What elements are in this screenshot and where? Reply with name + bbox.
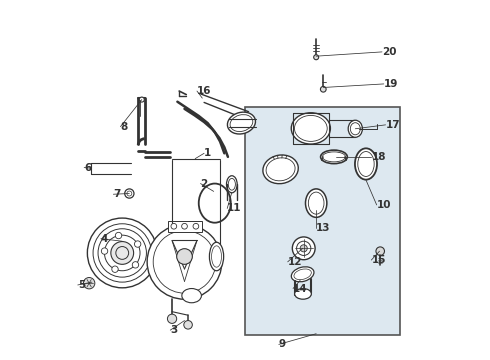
Text: 3: 3: [171, 325, 177, 335]
Ellipse shape: [348, 120, 363, 137]
Circle shape: [300, 245, 307, 252]
Ellipse shape: [226, 176, 237, 193]
Circle shape: [293, 237, 315, 260]
Text: 8: 8: [121, 122, 128, 132]
Circle shape: [83, 278, 95, 289]
Text: 10: 10: [377, 200, 391, 210]
Text: 12: 12: [288, 257, 302, 267]
Circle shape: [125, 189, 134, 198]
Circle shape: [139, 97, 144, 102]
Circle shape: [132, 262, 139, 268]
Ellipse shape: [320, 150, 347, 164]
Text: 14: 14: [293, 284, 308, 293]
Circle shape: [177, 249, 193, 264]
Text: 16: 16: [197, 86, 212, 96]
Circle shape: [115, 232, 122, 239]
Circle shape: [376, 247, 385, 256]
Circle shape: [101, 248, 108, 254]
Ellipse shape: [292, 267, 314, 282]
Ellipse shape: [305, 189, 327, 217]
Text: 9: 9: [279, 339, 286, 350]
Circle shape: [193, 224, 199, 229]
Ellipse shape: [355, 148, 377, 180]
Text: 11: 11: [227, 203, 242, 213]
Circle shape: [314, 55, 318, 60]
Text: 1: 1: [204, 148, 211, 158]
Circle shape: [168, 314, 177, 323]
Circle shape: [87, 218, 157, 288]
Ellipse shape: [291, 113, 330, 144]
Ellipse shape: [199, 184, 231, 223]
Circle shape: [320, 86, 326, 92]
Ellipse shape: [263, 155, 298, 184]
Circle shape: [184, 320, 193, 329]
Bar: [169, 221, 202, 231]
Circle shape: [112, 266, 118, 273]
Text: 20: 20: [382, 47, 396, 57]
Text: 19: 19: [384, 79, 398, 89]
Bar: [245, 107, 400, 335]
Ellipse shape: [182, 288, 201, 303]
Ellipse shape: [209, 242, 223, 271]
Text: 6: 6: [84, 163, 92, 172]
Circle shape: [134, 241, 141, 247]
Circle shape: [171, 224, 177, 229]
Text: 13: 13: [316, 223, 331, 233]
Ellipse shape: [294, 288, 311, 299]
Text: 2: 2: [200, 179, 208, 189]
Circle shape: [182, 224, 187, 229]
Circle shape: [147, 225, 222, 299]
Text: 7: 7: [113, 189, 121, 199]
Text: 15: 15: [371, 255, 386, 265]
Ellipse shape: [227, 112, 255, 134]
Text: 17: 17: [386, 120, 400, 130]
Text: 18: 18: [371, 152, 386, 162]
Text: 4: 4: [101, 234, 108, 244]
Circle shape: [111, 242, 134, 264]
Text: 5: 5: [78, 280, 85, 290]
